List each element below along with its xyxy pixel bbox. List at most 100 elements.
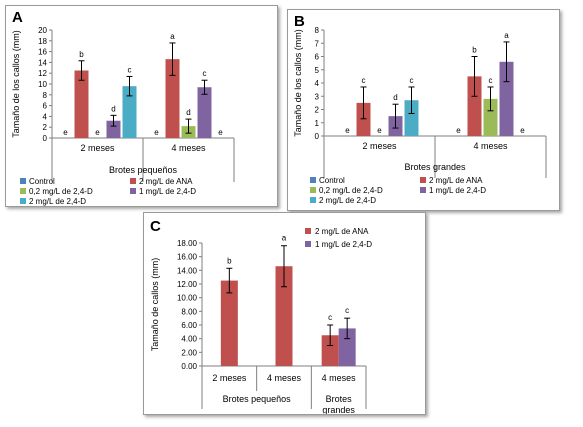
- bar: [74, 70, 89, 138]
- y-tick-label: 0.00: [181, 362, 197, 371]
- x-category-label: 2 meses: [362, 141, 397, 151]
- y-tick-label: 8: [315, 26, 320, 35]
- y-tick-label: 3: [315, 92, 320, 101]
- y-tick-label: 6.00: [181, 321, 197, 330]
- significance-letter: e: [345, 126, 350, 135]
- legend-entry: Control: [29, 177, 55, 186]
- bar: [165, 59, 180, 138]
- legend-entry: 2 mg/L de ANA: [429, 176, 483, 185]
- significance-letter: c: [328, 313, 332, 322]
- legend-swatch: [20, 198, 26, 204]
- significance-letter: b: [472, 46, 477, 55]
- y-tick-label: 18: [38, 37, 47, 46]
- panel-letter: A: [12, 9, 23, 26]
- y-tick-label: 2.00: [181, 348, 197, 357]
- group-label: Brotes pequeños: [223, 394, 292, 404]
- y-tick-label: 18.00: [177, 239, 198, 248]
- legend-entry: 0,2 mg/L de 2,4-D: [29, 187, 93, 196]
- significance-letter: e: [377, 126, 382, 135]
- y-tick-label: 4.00: [181, 335, 197, 344]
- legend-swatch: [130, 188, 136, 194]
- y-tick-label: 14: [38, 58, 47, 67]
- bar: [338, 328, 356, 366]
- y-tick-label: 5: [315, 66, 320, 75]
- chart-b: B 0 1 2 3 4 5 6 7 8 Tamaño de los callos (mm) 2 mes…: [293, 13, 547, 205]
- x-category-label: 4 meses: [267, 373, 302, 383]
- y-tick-label: 12: [38, 69, 47, 78]
- legend-entry: 1 mg/L de 2,4-D: [139, 187, 196, 196]
- legend-swatch: [310, 197, 316, 203]
- legend-swatch: [305, 228, 311, 234]
- significance-letter: e: [154, 128, 159, 137]
- legend-entry: Control: [319, 176, 345, 185]
- significance-letter: e: [63, 128, 68, 137]
- significance-letter: d: [393, 93, 397, 102]
- y-tick-label: 12.00: [177, 280, 198, 289]
- y-tick-label: 6: [315, 53, 320, 62]
- panel-a: A 0 2 4 6 8 10 12 14 16 18 20 Tamaño de los callos (…: [5, 5, 278, 207]
- legend-swatch: [310, 177, 316, 183]
- y-tick-label: 4: [43, 112, 48, 121]
- bar: [220, 280, 238, 366]
- y-axis-label: Tamaño de callos (mm): [150, 258, 160, 352]
- legend-swatch: [420, 187, 426, 193]
- bar: [275, 266, 293, 366]
- legend-swatch: [310, 187, 316, 193]
- significance-letter: d: [186, 108, 190, 117]
- bar: [483, 98, 498, 136]
- significance-letter: c: [489, 76, 493, 85]
- significance-letter: a: [170, 32, 175, 41]
- x-category-label: 4 meses: [171, 143, 206, 153]
- panel-b: B 0 1 2 3 4 5 6 7 8 Tamaño de los callos (mm) 2 mes…: [287, 9, 560, 211]
- x-category-label: 4 meses: [473, 141, 508, 151]
- legend-entry: 2 mg/L de ANA: [315, 227, 369, 236]
- legend-swatch: [420, 177, 426, 183]
- legend-swatch: [305, 241, 311, 247]
- legend-entry: 0,2 mg/L de 2,4-D: [319, 186, 383, 195]
- y-tick-label: 16: [38, 48, 47, 57]
- significance-letter: c: [410, 76, 414, 85]
- significance-letter: c: [128, 65, 132, 74]
- y-tick-label: 7: [315, 39, 320, 48]
- chart-c: C 0.00 2.00 4.00 6.00 8.00 10.00 12.00 14.00 16.0…: [150, 218, 372, 414]
- significance-letter: a: [282, 234, 287, 243]
- group-label: Brotes grandes: [322, 394, 355, 414]
- y-tick-label: 2: [315, 106, 320, 115]
- bar: [106, 120, 121, 138]
- x-category-label: 4 meses: [322, 373, 357, 383]
- legend-swatch: [20, 188, 26, 194]
- legend-entry: 1 mg/L de 2,4-D: [315, 240, 372, 249]
- significance-letter: e: [218, 128, 223, 137]
- y-axis-label: Tamaño de los callos (mm): [11, 30, 21, 138]
- y-tick-label: 8: [43, 91, 48, 100]
- bar: [356, 102, 371, 136]
- x-category-label: 2 meses: [80, 143, 115, 153]
- significance-letter: b: [227, 256, 232, 265]
- y-tick-label: 10.00: [177, 294, 198, 303]
- legend-entry: 2 mg/L de 2,4-D: [29, 197, 86, 206]
- legend-swatch: [20, 178, 26, 184]
- legend-entry: 2 mg/L de ANA: [139, 177, 193, 186]
- y-tick-label: 6: [43, 102, 48, 111]
- legend-swatch: [130, 178, 136, 184]
- significance-letter: b: [79, 50, 84, 59]
- panel-letter: B: [294, 13, 305, 30]
- bar: [467, 76, 482, 136]
- significance-letter: e: [95, 128, 100, 137]
- y-tick-label: 1: [315, 119, 320, 128]
- y-tick-label: 14.00: [177, 266, 198, 275]
- panel-c: C 0.00 2.00 4.00 6.00 8.00 10.00 12.00 14.00 16.0…: [143, 212, 426, 415]
- significance-letter: d: [111, 104, 115, 113]
- group-label: Brotes grandes: [404, 162, 466, 172]
- significance-letter: c: [345, 306, 349, 315]
- group-label: Brotes pequeños: [109, 165, 178, 175]
- bar: [499, 61, 514, 136]
- significance-letter: e: [456, 126, 461, 135]
- legend-entry: 1 mg/L de 2,4-D: [429, 186, 486, 195]
- bar: [122, 86, 137, 138]
- bar: [197, 87, 212, 138]
- panel-letter: C: [150, 218, 161, 235]
- significance-letter: c: [203, 69, 207, 78]
- y-tick-label: 0: [315, 132, 320, 141]
